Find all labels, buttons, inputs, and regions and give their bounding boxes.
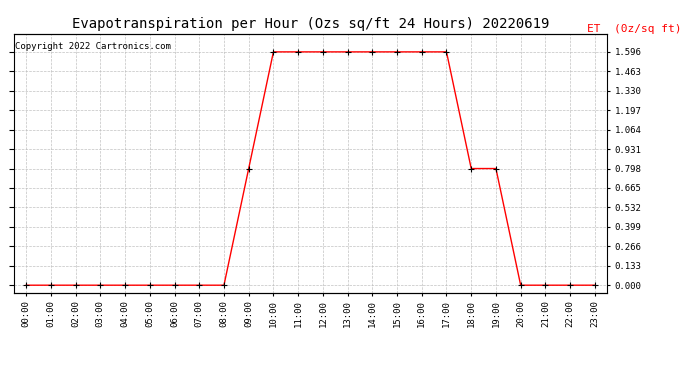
Text: Copyright 2022 Cartronics.com: Copyright 2022 Cartronics.com: [15, 42, 171, 51]
Title: Evapotranspiration per Hour (Ozs sq/ft 24 Hours) 20220619: Evapotranspiration per Hour (Ozs sq/ft 2…: [72, 17, 549, 31]
Text: ET  (0z/sq ft): ET (0z/sq ft): [587, 24, 682, 34]
